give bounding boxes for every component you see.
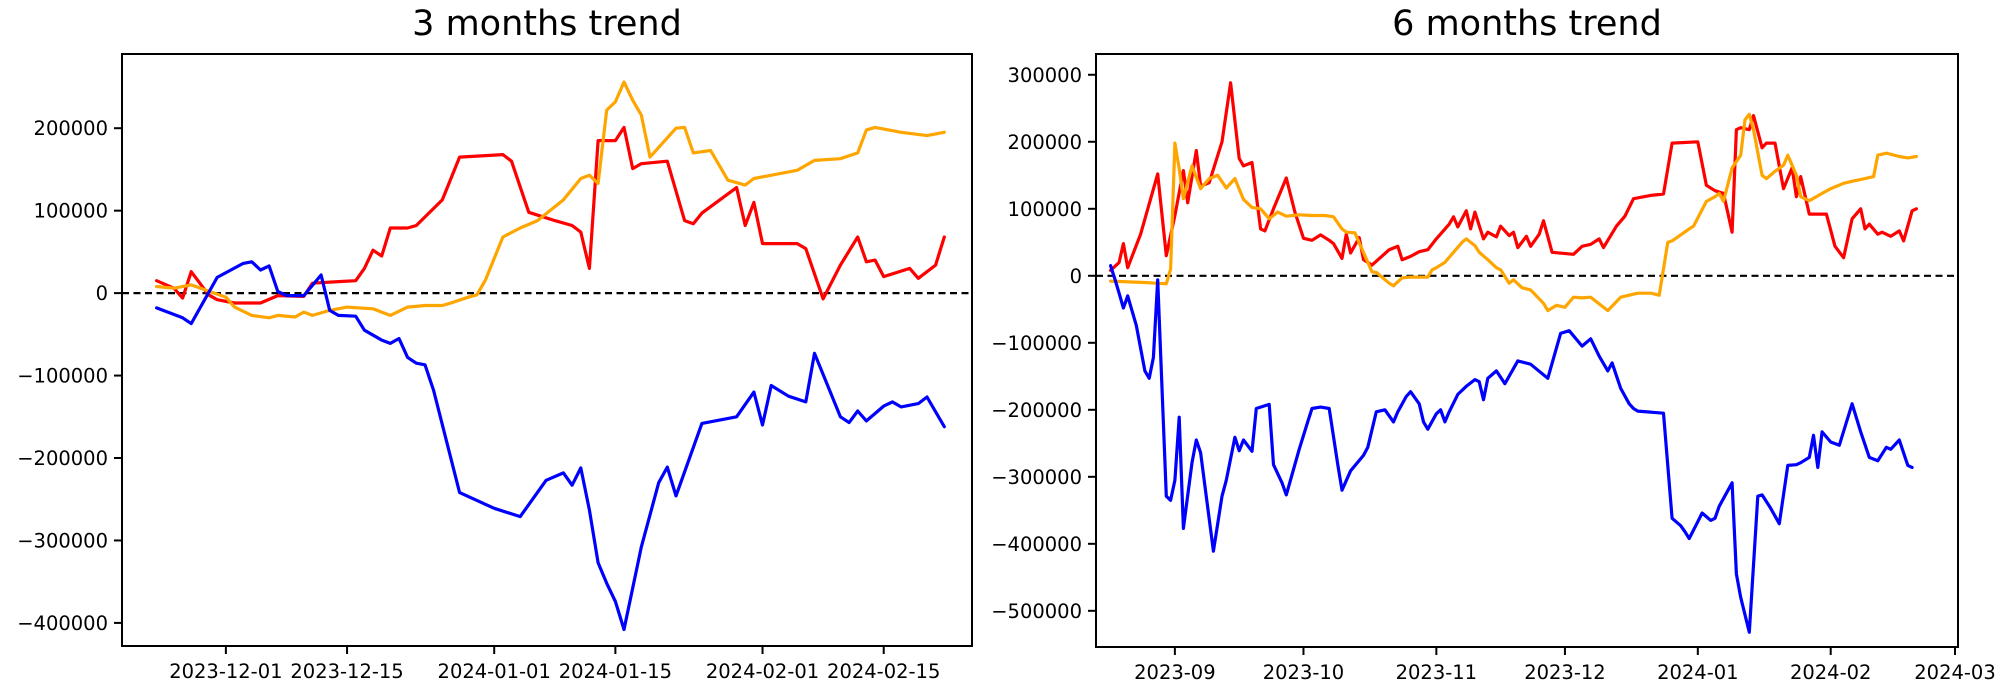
plot-border — [1095, 53, 1959, 648]
series-blue-line — [1108, 264, 1914, 634]
y-tick-label: −200000 — [17, 447, 108, 470]
x-tick-label: 2024-02 — [1790, 661, 1871, 684]
chart-panel-6-months: 300000 200000 100000 0 −100000 −200000 −300000… — [991, 53, 1996, 684]
y-tick-label: −100000 — [17, 365, 108, 388]
x-tick-label: 2024-01-15 — [559, 660, 672, 683]
series-red-line — [1108, 81, 1919, 272]
x-tick-label: 2024-03 — [1914, 661, 1995, 684]
x-tick-label: 2024-02-01 — [706, 660, 819, 683]
series-red-line — [155, 125, 946, 305]
plot-border — [121, 53, 973, 647]
y-tick-label: −500000 — [991, 600, 1082, 623]
x-tick-label: 2024-01 — [1657, 661, 1738, 684]
y-tick-label: 0 — [1070, 265, 1082, 288]
chart-title-6-months: 6 months trend — [1392, 4, 1662, 44]
series-orange-line — [155, 80, 946, 320]
x-tick-label: 2023-12 — [1524, 661, 1605, 684]
y-tick-label: 100000 — [34, 200, 108, 223]
x-tick-label: 2023-11 — [1396, 661, 1477, 684]
x-axis: 2023-12-01 2023-12-15 2024-01-01 2024-01-15… — [169, 646, 940, 683]
y-axis: 300000 200000 100000 0 −100000 −200000 −300000… — [991, 64, 1096, 623]
x-tick-label: 2024-01-01 — [438, 660, 551, 683]
x-tick-label: 2023-12-01 — [169, 660, 282, 683]
x-tick-label: 2023-09 — [1134, 661, 1215, 684]
y-tick-label: −300000 — [991, 466, 1082, 489]
x-axis: 2023-09 2023-10 2023-11 2023-12 2024-01 2024-… — [1134, 647, 1996, 684]
series-blue-line — [155, 260, 946, 632]
y-tick-label: −400000 — [17, 612, 108, 635]
y-tick-label: −400000 — [991, 533, 1082, 556]
y-axis: 200000 100000 0 −100000 −200000 −300000 −40000… — [17, 117, 122, 635]
series-orange-line — [1108, 112, 1919, 313]
x-tick-label: 2023-10 — [1263, 661, 1344, 684]
y-tick-label: 200000 — [34, 117, 108, 140]
chart-title-3-months: 3 months trend — [412, 4, 682, 44]
x-tick-label: 2024-02-15 — [827, 660, 940, 683]
y-tick-label: −300000 — [17, 529, 108, 552]
y-tick-label: 300000 — [1008, 64, 1082, 87]
y-tick-label: 0 — [96, 282, 108, 305]
y-tick-label: 200000 — [1008, 131, 1082, 154]
y-tick-label: 100000 — [1008, 198, 1082, 221]
y-tick-label: −200000 — [991, 399, 1082, 422]
chart-panel-3-months: 200000 100000 0 −100000 −200000 −300000 −40000… — [17, 53, 973, 683]
x-tick-label: 2023-12-15 — [290, 660, 403, 683]
y-tick-label: −100000 — [991, 332, 1082, 355]
